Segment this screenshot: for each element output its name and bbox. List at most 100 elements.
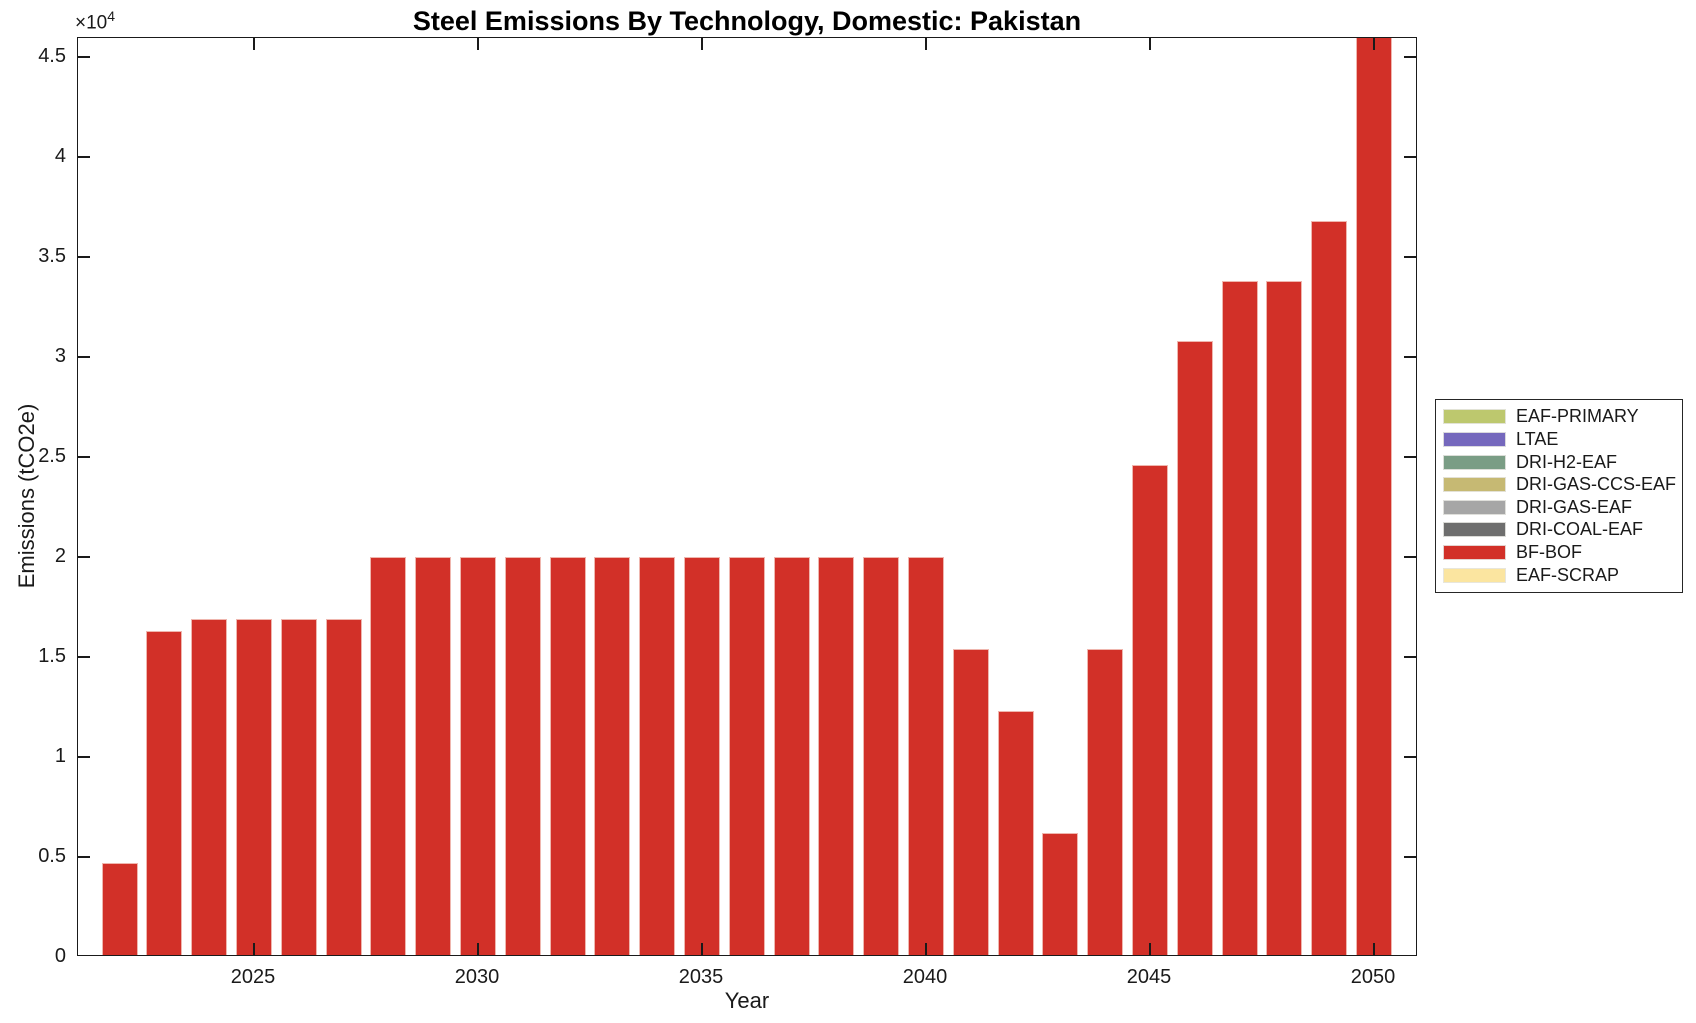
y-tick bbox=[78, 256, 90, 258]
legend-label: EAF-PRIMARY bbox=[1516, 406, 1639, 427]
y-tick-label: 4 bbox=[54, 145, 66, 167]
x-tick bbox=[925, 943, 927, 955]
y-tick bbox=[1404, 56, 1416, 58]
legend-label: DRI-GAS-CCS-EAF bbox=[1516, 474, 1677, 495]
x-tick bbox=[1149, 943, 1151, 955]
y-tick-label: 0 bbox=[54, 945, 66, 967]
y-tick bbox=[1404, 756, 1416, 758]
bar-2031 bbox=[504, 557, 541, 955]
y-tick-label: 4.5 bbox=[38, 45, 66, 67]
legend-swatch-bf-bof bbox=[1443, 544, 1506, 560]
legend-item: EAF-SCRAP bbox=[1443, 564, 1682, 587]
x-tick bbox=[1149, 38, 1151, 50]
bar-2022 bbox=[101, 863, 138, 955]
bar-2038 bbox=[818, 557, 855, 955]
x-tick bbox=[253, 38, 255, 50]
x-tick bbox=[253, 943, 255, 955]
bar-2046 bbox=[1176, 341, 1213, 955]
legend-label: EAF-SCRAP bbox=[1516, 564, 1620, 585]
legend-swatch-dri-h2-eaf bbox=[1443, 454, 1506, 470]
y-tick bbox=[1404, 156, 1416, 158]
legend-swatch-eaf-scrap bbox=[1443, 567, 1506, 583]
y-tick bbox=[78, 356, 90, 358]
y-tick bbox=[78, 556, 90, 558]
x-tick-label: 2040 bbox=[902, 966, 948, 988]
bar-2042 bbox=[997, 711, 1034, 955]
x-tick bbox=[701, 38, 703, 50]
y-tick bbox=[78, 456, 90, 458]
bar-2025 bbox=[236, 619, 272, 955]
legend: EAF-PRIMARY LTAE DRI-H2-EAF DRI-GAS-CCS-EAF… bbox=[1435, 399, 1683, 593]
y-tick bbox=[1404, 356, 1416, 358]
x-tick-label: 2045 bbox=[1126, 966, 1172, 988]
legend-item: EAF-PRIMARY bbox=[1443, 406, 1682, 429]
x-tick-label: 2050 bbox=[1350, 966, 1396, 988]
bar-2030 bbox=[460, 557, 496, 955]
bar-2039 bbox=[863, 557, 900, 955]
legend-item: DRI-H2-EAF bbox=[1443, 451, 1682, 474]
bar-2048 bbox=[1266, 281, 1303, 955]
bar-2029 bbox=[415, 557, 452, 955]
legend-label: DRI-COAL-EAF bbox=[1516, 519, 1644, 540]
bar-2044 bbox=[1087, 649, 1124, 955]
x-tick bbox=[925, 38, 927, 50]
bar-2036 bbox=[728, 557, 765, 955]
bar-2026 bbox=[280, 619, 317, 955]
legend-label: DRI-H2-EAF bbox=[1516, 451, 1618, 472]
legend-label: BF-BOF bbox=[1516, 541, 1582, 562]
x-axis-label: Year bbox=[724, 988, 770, 1013]
y-tick bbox=[78, 856, 90, 858]
x-tick-label: 2035 bbox=[678, 966, 724, 988]
legend-item: DRI-COAL-EAF bbox=[1443, 519, 1682, 542]
y-tick-label: 3.5 bbox=[38, 245, 66, 267]
legend-swatch-dri-gas-ccs-eaf bbox=[1443, 477, 1506, 493]
y-tick-label: 0.5 bbox=[38, 845, 66, 867]
legend-item: BF-BOF bbox=[1443, 541, 1682, 564]
bar-2043 bbox=[1042, 833, 1079, 955]
x-tick bbox=[477, 38, 479, 50]
bar-2047 bbox=[1221, 281, 1258, 955]
bar-2035 bbox=[684, 557, 720, 955]
x-tick-label: 2030 bbox=[454, 966, 500, 988]
bar-2041 bbox=[952, 649, 989, 955]
y-tick bbox=[78, 656, 90, 658]
x-tick bbox=[477, 943, 479, 955]
y-tick bbox=[78, 756, 90, 758]
bar-2024 bbox=[191, 619, 228, 955]
bar-2040 bbox=[908, 557, 944, 955]
y-axis-exponent-base: ×10 bbox=[75, 12, 108, 34]
y-tick bbox=[1404, 556, 1416, 558]
legend-swatch-ltae bbox=[1443, 432, 1506, 448]
legend-swatch-dri-coal-eaf bbox=[1443, 522, 1506, 538]
y-tick bbox=[1404, 456, 1416, 458]
bar-2033 bbox=[594, 557, 631, 955]
chart-title: Steel Emissions By Technology, Domestic:… bbox=[412, 6, 1082, 36]
x-tick-label: 2025 bbox=[230, 966, 276, 988]
legend-item: DRI-GAS-CCS-EAF bbox=[1443, 473, 1682, 496]
bar-2034 bbox=[639, 557, 676, 955]
bar-2032 bbox=[549, 557, 586, 955]
x-tick bbox=[1373, 38, 1375, 50]
legend-swatch-eaf-primary bbox=[1443, 409, 1506, 425]
legend-swatch-dri-gas-eaf bbox=[1443, 499, 1506, 515]
x-tick bbox=[1373, 943, 1375, 955]
y-tick-label: 1.5 bbox=[38, 645, 66, 667]
bar-2027 bbox=[325, 619, 362, 955]
y-tick bbox=[1404, 856, 1416, 858]
y-tick bbox=[78, 156, 90, 158]
legend-item: DRI-GAS-EAF bbox=[1443, 496, 1682, 519]
y-axis-exponent-power: 4 bbox=[107, 8, 116, 24]
legend-item: LTAE bbox=[1443, 428, 1682, 451]
legend-label: DRI-GAS-EAF bbox=[1516, 496, 1633, 517]
bar-2049 bbox=[1311, 221, 1348, 955]
y-tick-label: 2 bbox=[54, 545, 66, 567]
y-tick-label: 1 bbox=[54, 745, 66, 767]
bar-2050 bbox=[1356, 38, 1392, 955]
y-axis-exponent: ×104 bbox=[75, 8, 115, 34]
bar-2028 bbox=[370, 557, 407, 955]
bar-2045 bbox=[1132, 465, 1168, 955]
plot-area bbox=[77, 37, 1417, 956]
bar-2037 bbox=[773, 557, 810, 955]
y-tick bbox=[78, 56, 90, 58]
